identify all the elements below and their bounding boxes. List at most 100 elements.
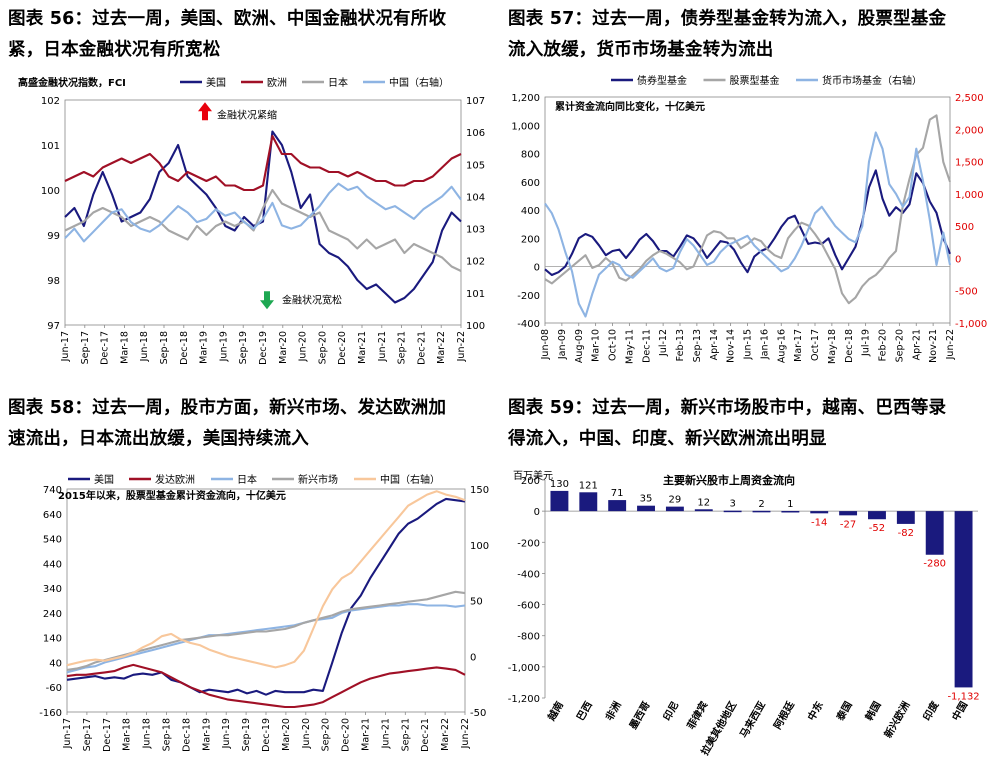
category-label: 韩国 bbox=[862, 699, 883, 723]
y2-tick-label: 106 bbox=[466, 128, 485, 139]
chart-57-fund-flows: -400 -200 0 200 400 600 800 1,000 1,200 -1,000 -50… bbox=[511, 74, 987, 364]
x-tick-label: Mar-19 bbox=[201, 718, 212, 751]
x-tick-label: Mar-22 bbox=[440, 718, 451, 751]
x-tick-label: Dec-11 bbox=[641, 329, 652, 363]
x-tick-label: Mar-20 bbox=[278, 331, 289, 364]
x-tick-label: Sep-19 bbox=[238, 331, 249, 364]
x-tick-label: Sep-17 bbox=[82, 718, 93, 751]
y2-tick-label: 0 bbox=[955, 254, 961, 265]
x-tick-label: May-18 bbox=[827, 329, 838, 364]
x-tick-label: Mar-19 bbox=[199, 331, 210, 364]
y-tick-label: 200 bbox=[521, 234, 540, 245]
chart-59-title: 图表 59：过去一周，新兴市场股市中，越南、巴西等录 得流入，中国、印度、新兴欧… bbox=[508, 393, 1003, 455]
chart-59-title-line1: 图表 59：过去一周，新兴市场股市中，越南、巴西等录 bbox=[508, 398, 947, 418]
y-tick-label: -160 bbox=[39, 708, 62, 719]
x-tick-label: Mar-22 bbox=[436, 331, 447, 364]
x-tick-label: Dec-17 bbox=[102, 718, 113, 752]
bar-中东 bbox=[810, 511, 829, 514]
y-tick-label: -60 bbox=[46, 683, 62, 694]
y-tick-label: 1,000 bbox=[511, 121, 540, 132]
y-tick-label: -400 bbox=[517, 319, 540, 330]
chart-58-equity-flows: -160 -60 40 140 240 340 440 540 640 740 -50 0 50 100 1… bbox=[39, 473, 489, 752]
y-tick-label: 102 bbox=[41, 96, 60, 107]
series-line-美国 bbox=[66, 497, 466, 696]
y-tick-label: -800 bbox=[517, 632, 540, 643]
series-line-股票型基金 bbox=[544, 114, 951, 305]
y2-tick-label: 150 bbox=[470, 485, 489, 496]
y-tick-label: 1,200 bbox=[511, 93, 540, 104]
x-tick-label: May-11 bbox=[624, 329, 635, 364]
x-tick-label: Nov-21 bbox=[928, 329, 939, 363]
y-tick-label: 640 bbox=[43, 510, 62, 521]
y-tick-label: 340 bbox=[43, 584, 62, 595]
series-line-欧洲 bbox=[64, 134, 462, 192]
bar-value-label: -280 bbox=[923, 559, 946, 570]
bar-墨西哥 bbox=[637, 505, 655, 512]
x-tick-label: Aug-09 bbox=[574, 329, 585, 363]
y2-tick-label: 104 bbox=[466, 192, 485, 203]
bar-新兴欧洲 bbox=[896, 511, 915, 524]
x-tick-label: Feb-20 bbox=[878, 329, 889, 361]
y-tick-label: -1,200 bbox=[508, 694, 540, 705]
x-tick-label: Jun-17 bbox=[60, 331, 71, 362]
bar-印度 bbox=[925, 511, 944, 555]
y-tick-label: 240 bbox=[43, 609, 62, 620]
x-tick-label: Jun-21 bbox=[377, 331, 388, 362]
chart-59-title-line2: 得流入，中国、印度、新兴欧洲流出明显 bbox=[508, 429, 827, 449]
annotation-tight: 金融状况紧缩 bbox=[217, 108, 277, 121]
category-label: 中东 bbox=[805, 699, 826, 723]
y-tick-label: 400 bbox=[521, 206, 540, 217]
y2-tick-label: 2,500 bbox=[955, 93, 984, 104]
category-label: 巴西 bbox=[575, 700, 595, 723]
legend-label: 欧洲 bbox=[267, 77, 287, 89]
y-tick-label: 600 bbox=[521, 178, 540, 189]
x-tick-label: Aug-16 bbox=[776, 329, 787, 363]
bar-越南 bbox=[550, 490, 569, 512]
y2-tick-label: 500 bbox=[955, 222, 974, 233]
y-axis-unit: 百万美元 bbox=[513, 469, 553, 482]
chart-56-title-line2: 紧，日本金融状况有所宽松 bbox=[8, 40, 221, 60]
x-tick-label: Jun-18 bbox=[139, 331, 150, 362]
y-tick-label: 200 bbox=[521, 476, 540, 487]
x-tick-label: Jun-19 bbox=[221, 718, 232, 749]
bar-value-label: 130 bbox=[550, 479, 569, 490]
category-label: 印度 bbox=[920, 698, 942, 723]
x-tick-label: Jun-15 bbox=[743, 329, 754, 360]
legend-label: 中国（右轴） bbox=[380, 473, 440, 486]
x-tick-label: Dec-20 bbox=[337, 331, 348, 365]
bar-马来西亚 bbox=[752, 510, 771, 513]
x-tick-label: Jul-12 bbox=[658, 329, 669, 357]
y-tick-label: -400 bbox=[517, 569, 540, 580]
y-tick-label: 0 bbox=[534, 507, 540, 518]
x-tick-label: Jun-21 bbox=[380, 718, 391, 749]
chart-title: 主要新兴股市上周资金流向 bbox=[663, 473, 795, 487]
category-label: 墨西哥 bbox=[627, 700, 652, 732]
x-tick-label: Jun-19 bbox=[218, 331, 229, 362]
y-tick-label: 97 bbox=[47, 321, 60, 332]
bar-value-label: 35 bbox=[640, 494, 653, 505]
category-label: 新兴欧洲 bbox=[881, 699, 912, 740]
category-label: 阿根廷 bbox=[771, 698, 798, 731]
bar-泰国 bbox=[839, 511, 858, 516]
x-tick-label: Dec-21 bbox=[416, 331, 427, 365]
bar-value-label: 2 bbox=[758, 499, 764, 510]
loose-arrow-icon bbox=[260, 291, 274, 310]
plot-frame bbox=[544, 96, 951, 324]
x-tick-label: Dec-19 bbox=[258, 331, 269, 365]
x-tick-label: Dec-18 bbox=[179, 331, 190, 365]
y-tick-label: 99 bbox=[47, 231, 60, 242]
category-label: 中国 bbox=[949, 699, 970, 723]
y2-tick-label: 100 bbox=[470, 541, 489, 552]
category-label: 菲律宾 bbox=[684, 699, 710, 731]
bar-value-label: 1 bbox=[787, 499, 793, 510]
legend-label: 货币市场基金（右轴） bbox=[822, 74, 922, 87]
x-tick-label: Sep-20 bbox=[894, 329, 905, 362]
bar-value-label: 3 bbox=[729, 499, 735, 510]
y2-tick-label: 105 bbox=[466, 160, 485, 171]
legend-label: 中国（右轴） bbox=[389, 76, 449, 89]
category-label: 非洲 bbox=[603, 699, 624, 723]
y2-tick-label: 101 bbox=[466, 289, 485, 300]
x-tick-label: Mar-10 bbox=[591, 329, 602, 362]
x-tick-label: Apr-21 bbox=[911, 329, 922, 360]
x-tick-label: Dec-18 bbox=[181, 718, 192, 752]
